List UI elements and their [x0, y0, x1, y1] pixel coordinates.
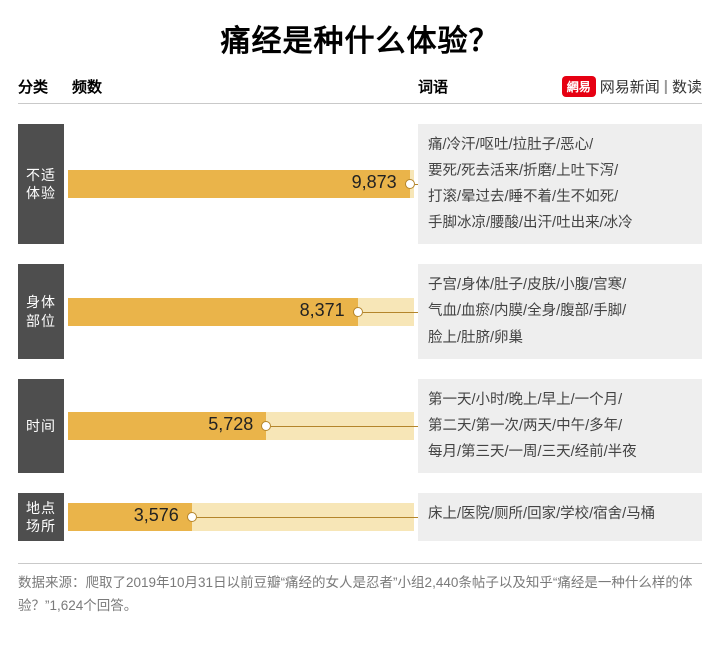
infographic-container: 痛经是种什么体验？ 分类 频数 词语 網易 网易新闻 | 数读 不适体验 9,87… — [0, 0, 720, 630]
words-box: 痛/冷汗/呕吐/拉肚子/恶心/要死/死去活来/折磨/上吐下泻/打滚/晕过去/睡不… — [418, 124, 702, 244]
bar-end-marker — [405, 179, 415, 189]
words-box: 床上/医院/厕所/回家/学校/宿舍/马桶 — [418, 493, 702, 541]
connector-line — [363, 312, 418, 313]
data-row: 不适体验 9,873 痛/冷汗/呕吐/拉肚子/恶心/要死/死去活来/折磨/上吐下泻/… — [18, 124, 702, 244]
bar-value-label: 5,728 — [208, 414, 253, 435]
page-title: 痛经是种什么体验？ — [18, 16, 702, 60]
column-headers: 分类 频数 词语 網易 网易新闻 | 数读 — [18, 76, 702, 97]
words-box: 第一天/小时/晚上/早上/一个月/第二天/第一次/两天/中午/多年/每月/第三天… — [418, 379, 702, 473]
netease-logo: 網易 — [562, 76, 596, 97]
bar-column: 8,371 — [64, 264, 418, 358]
bar-column: 9,873 — [64, 124, 418, 244]
category-label: 不适体验 — [18, 124, 64, 244]
bar-value-label: 3,576 — [134, 505, 179, 526]
connector-line — [415, 184, 418, 185]
bar-column: 3,576 — [64, 493, 418, 541]
brand-block: 網易 网易新闻 | 数读 — [562, 76, 702, 97]
rows-container: 不适体验 9,873 痛/冷汗/呕吐/拉肚子/恶心/要死/死去活来/折磨/上吐下泻/… — [18, 124, 702, 541]
bar-end-marker — [187, 512, 197, 522]
words-box: 子宫/身体/肚子/皮肤/小腹/宫寒/气血/血瘀/内膜/全身/腹部/手脚/脸上/肚… — [418, 264, 702, 358]
data-row: 身体部位 8,371 子宫/身体/肚子/皮肤/小腹/宫寒/气血/血瘀/内膜/全身/腹… — [18, 264, 702, 358]
header-category: 分类 — [18, 76, 72, 97]
connector-line — [197, 517, 418, 518]
data-row: 时间 5,728 第一天/小时/晚上/早上/一个月/第二天/第一次/两天/中午/多年… — [18, 379, 702, 473]
category-label: 地点场所 — [18, 493, 64, 541]
header-frequency: 频数 — [72, 76, 418, 97]
category-label: 身体部位 — [18, 264, 64, 358]
bar-value-label: 9,873 — [352, 172, 397, 193]
category-label: 时间 — [18, 379, 64, 473]
bar-end-marker — [261, 421, 271, 431]
data-source-footnote: 数据来源：爬取了2019年10月31日以前豆瓣“痛经的女人是忍者”小组2,440… — [18, 563, 702, 618]
header-divider — [18, 103, 702, 104]
header-words-label: 词语 — [418, 79, 448, 96]
data-row: 地点场所 3,576 床上/医院/厕所/回家/学校/宿舍/马桶 — [18, 493, 702, 541]
brand-separator: | — [664, 78, 668, 95]
bar-end-marker — [353, 307, 363, 317]
bar-column: 5,728 — [64, 379, 418, 473]
bar-value-label: 8,371 — [300, 300, 345, 321]
brand-sub: 数读 — [672, 76, 702, 97]
header-words: 词语 網易 网易新闻 | 数读 — [418, 76, 702, 97]
brand-name: 网易新闻 — [600, 76, 660, 97]
connector-line — [271, 426, 418, 427]
